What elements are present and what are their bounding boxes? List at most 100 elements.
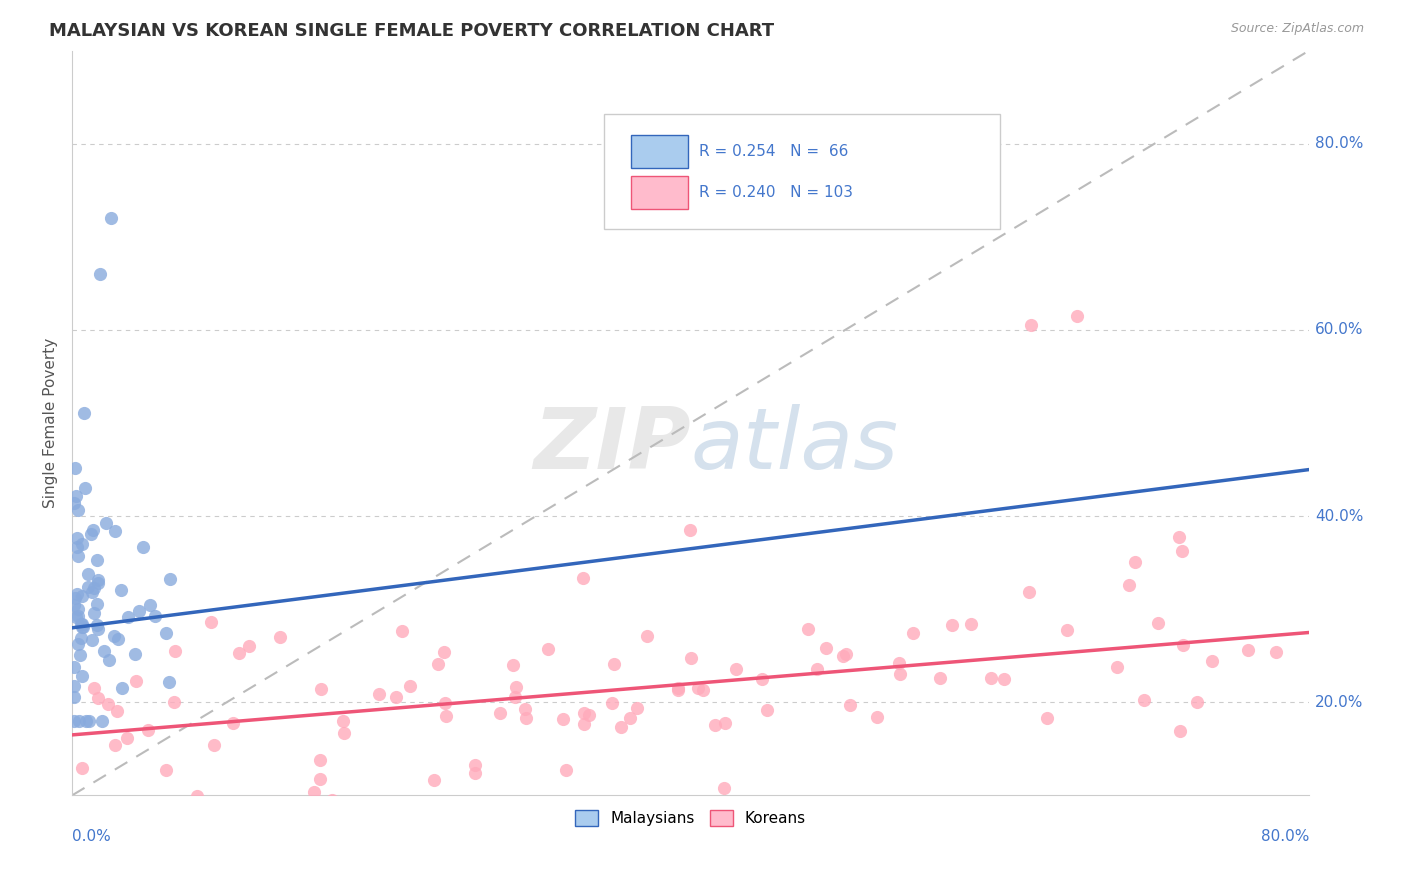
Point (959, 616, 981, 631)
Point (603, 657, 626, 671)
Point (86, 553, 108, 567)
Point (70, 668, 93, 682)
Point (1265, 645, 1288, 659)
Text: ZIP: ZIP (533, 404, 690, 487)
Text: 80.0%: 80.0% (1261, 829, 1309, 844)
Point (86, 597, 108, 611)
Point (165, 643, 187, 657)
Point (433, 645, 456, 659)
Point (385, 690, 408, 704)
Point (626, 700, 648, 714)
Point (980, 671, 1002, 685)
Point (666, 682, 689, 697)
Point (928, 671, 950, 685)
Point (489, 706, 512, 720)
Point (1123, 555, 1146, 569)
Point (679, 650, 702, 665)
Point (128, 604, 150, 618)
Point (505, 681, 527, 695)
Point (398, 679, 420, 693)
Point (82, 585, 104, 599)
Point (238, 639, 260, 653)
Point (104, 524, 127, 538)
Point (610, 720, 633, 734)
Point (105, 704, 128, 718)
Point (62, 660, 84, 674)
Point (502, 658, 524, 673)
Point (309, 772, 332, 786)
FancyBboxPatch shape (631, 135, 688, 168)
Point (63, 496, 86, 510)
Point (70, 631, 93, 645)
Point (83, 606, 105, 620)
Point (1171, 639, 1194, 653)
Point (103, 629, 125, 643)
Point (70, 761, 93, 775)
Point (692, 682, 714, 697)
Point (89, 267, 111, 281)
Point (110, 583, 132, 598)
Point (866, 710, 889, 724)
Point (87, 573, 110, 587)
Point (155, 763, 177, 777)
Point (619, 711, 641, 725)
Point (713, 780, 735, 795)
Point (703, 717, 725, 731)
Point (714, 716, 737, 731)
Point (65, 489, 87, 503)
Point (202, 738, 225, 752)
Point (1019, 318, 1042, 333)
Point (200, 615, 222, 630)
Point (136, 723, 159, 738)
Point (91, 714, 114, 728)
Point (132, 540, 155, 554)
Point (555, 763, 578, 777)
Point (124, 647, 146, 661)
Y-axis label: Single Female Poverty: Single Female Poverty (44, 338, 58, 508)
Point (941, 617, 963, 632)
Point (993, 673, 1015, 687)
Point (62, 714, 84, 728)
Point (756, 703, 779, 717)
Point (536, 642, 558, 657)
Point (464, 766, 486, 780)
Point (115, 731, 138, 745)
Point (143, 609, 166, 624)
Point (792, 799, 814, 814)
Point (97, 653, 120, 667)
Point (1132, 693, 1154, 707)
Point (155, 626, 177, 640)
Point (125, 673, 148, 688)
Point (186, 789, 208, 803)
Point (139, 598, 162, 612)
Text: atlas: atlas (690, 404, 898, 487)
Point (77, 567, 100, 582)
Point (70, 537, 93, 551)
Point (159, 572, 181, 586)
FancyBboxPatch shape (605, 114, 1000, 229)
Point (464, 757, 486, 772)
Text: Source: ZipAtlas.com: Source: ZipAtlas.com (1230, 22, 1364, 36)
Point (67, 714, 90, 728)
Point (433, 696, 456, 710)
Point (679, 523, 702, 537)
Point (578, 708, 600, 723)
Text: 0.0%: 0.0% (72, 829, 111, 844)
Point (551, 712, 574, 726)
Text: MALAYSIAN VS KOREAN SINGLE FEMALE POVERTY CORRELATION CHART: MALAYSIAN VS KOREAN SINGLE FEMALE POVERT… (49, 22, 775, 40)
Point (162, 695, 184, 709)
Point (73, 481, 96, 495)
Text: R = 0.254   N =  66: R = 0.254 N = 66 (699, 144, 848, 159)
Point (100, 211, 122, 226)
Point (80, 527, 103, 541)
Point (117, 609, 139, 624)
Point (111, 681, 134, 695)
Point (1171, 544, 1194, 558)
Point (302, 785, 325, 799)
Point (69, 617, 91, 632)
Point (221, 716, 243, 731)
Point (228, 646, 250, 660)
Point (515, 711, 537, 725)
Point (572, 706, 595, 720)
Point (87, 690, 110, 705)
